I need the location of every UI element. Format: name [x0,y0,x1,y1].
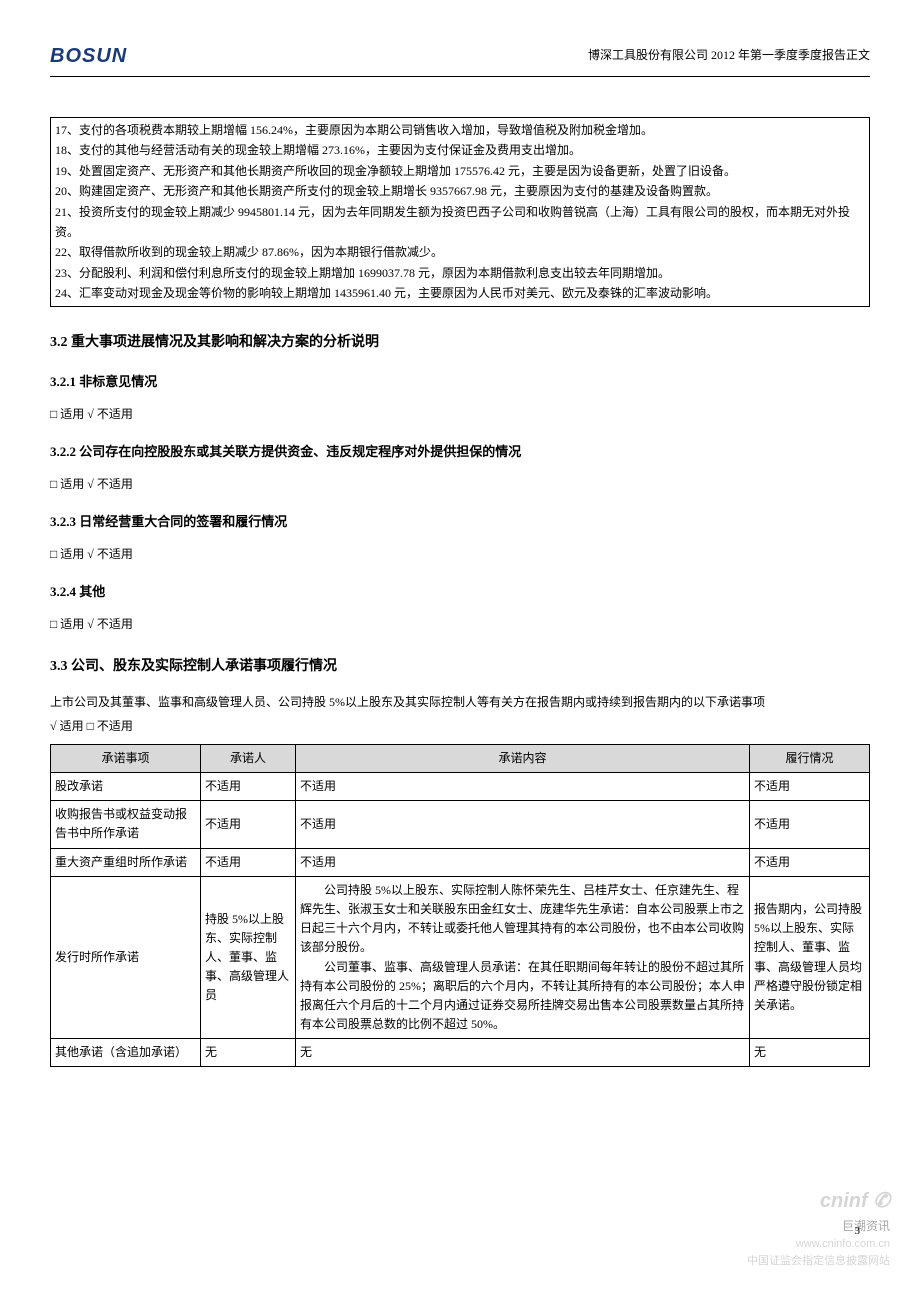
cell-person: 不适用 [201,848,296,876]
section-3-3-intro: 上市公司及其董事、监事和高级管理人员、公司持股 5%以上股东及其实际控制人等有关… [50,692,870,712]
cell-item: 重大资产重组时所作承诺 [51,848,201,876]
cell-content: 不适用 [296,773,750,801]
cell-item: 收购报告书或权益变动报告书中所作承诺 [51,801,201,848]
table-row: 收购报告书或权益变动报告书中所作承诺 不适用 不适用 不适用 [51,801,870,848]
col-header-item: 承诺事项 [51,744,201,772]
table-row: 重大资产重组时所作承诺 不适用 不适用 不适用 [51,848,870,876]
company-logo: BOSUN [50,40,127,72]
cell-item: 发行时所作承诺 [51,876,201,1039]
header-title: 博深工具股份有限公司 2012 年第一季度季度报告正文 [588,46,870,65]
section-3-3-heading: 3.3 公司、股东及实际控制人承诺事项履行情况 [50,656,870,678]
watermark-desc: 中国证监会指定信息披露网站 [747,1253,890,1271]
cell-person: 不适用 [201,801,296,848]
note-item: 24、汇率变动对现金及现金等价物的影响较上期增加 1435961.40 元，主要… [55,283,865,303]
page-header: BOSUN 博深工具股份有限公司 2012 年第一季度季度报告正文 [50,40,870,77]
note-item: 17、支付的各项税费本期较上期增幅 156.24%，主要原因为本期公司销售收入增… [55,120,865,140]
cell-item: 股改承诺 [51,773,201,801]
applicability-check: □ 适用 √ 不适用 [50,475,870,494]
section-3-2-4-heading: 3.2.4 其他 [50,582,870,603]
section-3-2-heading: 3.2 重大事项进展情况及其影响和解决方案的分析说明 [50,332,870,354]
note-item: 19、处置固定资产、无形资产和其他长期资产所收回的现金净额较上期增加 17557… [55,161,865,181]
table-row: 股改承诺 不适用 不适用 不适用 [51,773,870,801]
section-3-2-3-heading: 3.2.3 日常经营重大合同的签署和履行情况 [50,512,870,533]
note-item: 22、取得借款所收到的现金较上期减少 87.86%，因为本期银行借款减少。 [55,242,865,262]
cell-person: 持股 5%以上股东、实际控制人、董事、监事、高级管理人员 [201,876,296,1039]
cell-status: 报告期内，公司持股5%以上股东、实际控制人、董事、监事、高级管理人员均严格遵守股… [750,876,870,1039]
cell-item: 其他承诺（含追加承诺） [51,1039,201,1067]
table-row: 其他承诺（含追加承诺） 无 无 无 [51,1039,870,1067]
watermark-icon: ✆ [873,1190,890,1212]
applicability-check: □ 适用 √ 不适用 [50,615,870,634]
commitments-table: 承诺事项 承诺人 承诺内容 履行情况 股改承诺 不适用 不适用 不适用 收购报告… [50,744,870,1068]
watermark-brand: cninf [820,1190,868,1212]
applicability-check: □ 适用 √ 不适用 [50,545,870,564]
note-item: 21、投资所支付的现金较上期减少 9945801.14 元，因为去年同期发生额为… [55,202,865,243]
watermark-sub: 巨潮资讯 [747,1217,890,1236]
table-row: 发行时所作承诺 持股 5%以上股东、实际控制人、董事、监事、高级管理人员 公司持… [51,876,870,1039]
section-3-2-1-heading: 3.2.1 非标意见情况 [50,372,870,393]
col-header-status: 履行情况 [750,744,870,772]
note-item: 20、购建固定资产、无形资产和其他长期资产所支付的现金较上期增长 9357667… [55,181,865,201]
cell-content: 不适用 [296,801,750,848]
applicability-check: □ 适用 √ 不适用 [50,405,870,424]
note-item: 23、分配股利、利润和偿付利息所支付的现金较上期增加 1699037.78 元，… [55,263,865,283]
cell-status: 不适用 [750,848,870,876]
cell-status: 无 [750,1039,870,1067]
cell-person: 无 [201,1039,296,1067]
cell-person: 不适用 [201,773,296,801]
cell-content: 公司持股 5%以上股东、实际控制人陈怀荣先生、吕桂芹女士、任京建先生、程辉先生、… [296,876,750,1039]
applicability-check: √ 适用 □ 不适用 [50,717,870,736]
col-header-content: 承诺内容 [296,744,750,772]
document-page: BOSUN 博深工具股份有限公司 2012 年第一季度季度报告正文 17、支付的… [0,0,920,1301]
cell-status: 不适用 [750,801,870,848]
table-header-row: 承诺事项 承诺人 承诺内容 履行情况 [51,744,870,772]
watermark: cninf ✆ 巨潮资讯 www.cninfo.com.cn 中国证监会指定信息… [747,1185,890,1271]
watermark-url: www.cninfo.com.cn [747,1236,890,1254]
cell-content: 无 [296,1039,750,1067]
financial-notes-box: 17、支付的各项税费本期较上期增幅 156.24%，主要原因为本期公司销售收入增… [50,117,870,307]
note-item: 18、支付的其他与经营活动有关的现金较上期增幅 273.16%，主要因为支付保证… [55,140,865,160]
cell-content: 不适用 [296,848,750,876]
cell-status: 不适用 [750,773,870,801]
section-3-2-2-heading: 3.2.2 公司存在向控股股东或其关联方提供资金、违反规定程序对外提供担保的情况 [50,442,870,463]
col-header-person: 承诺人 [201,744,296,772]
